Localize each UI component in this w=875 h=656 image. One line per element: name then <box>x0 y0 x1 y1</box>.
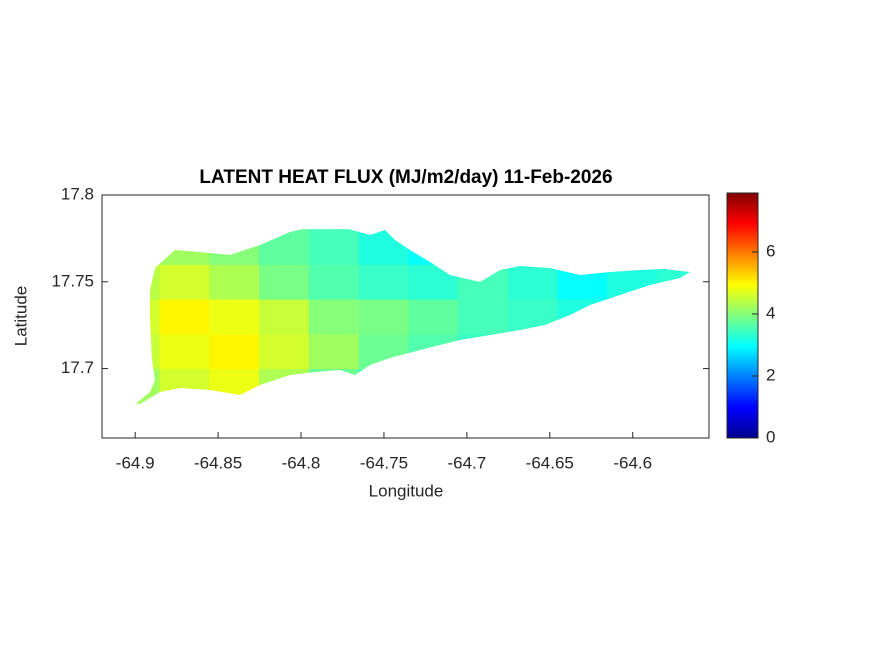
heat-cell <box>308 368 360 404</box>
heat-cell <box>159 298 211 335</box>
colorbar-tick-label: 4 <box>766 303 775 322</box>
x-axis-label: Longitude <box>369 481 444 500</box>
y-axis-label: Latitude <box>11 286 30 347</box>
chart-title: LATENT HEAT FLUX (MJ/m2/day) 11-Feb-2026 <box>199 167 612 188</box>
heat-cell <box>607 229 659 265</box>
heat-cell <box>408 298 460 335</box>
heat-cell <box>507 333 559 370</box>
heat-cell <box>657 298 690 335</box>
heat-cell <box>507 368 559 404</box>
heat-cell <box>657 263 690 300</box>
heat-cell <box>557 333 609 370</box>
heat-cell <box>507 229 559 265</box>
y-tick-label: 17.7 <box>61 358 94 377</box>
heat-cell <box>159 368 211 404</box>
heat-cell <box>458 368 509 404</box>
heat-cell <box>259 333 310 370</box>
heat-cell <box>209 333 261 370</box>
heat-cell <box>408 333 460 370</box>
x-tick-label: -64.8 <box>282 453 321 472</box>
heat-cell <box>458 298 509 335</box>
heat-cell <box>133 333 161 370</box>
colorbar-tick-label: 6 <box>766 241 775 260</box>
heat-cell <box>259 368 310 404</box>
heat-cell <box>607 298 659 335</box>
x-tick-label: -64.75 <box>360 453 408 472</box>
heat-cell <box>358 229 410 265</box>
heat-cell <box>358 333 410 370</box>
heat-cell <box>133 298 161 335</box>
heat-cell <box>259 298 310 335</box>
heat-cell <box>308 333 360 370</box>
axes-box <box>101 194 710 439</box>
heat-cell <box>259 229 310 265</box>
heat-cell <box>159 229 211 265</box>
heat-cell <box>557 298 609 335</box>
heat-cell <box>408 229 460 265</box>
heat-cell <box>358 263 410 300</box>
heat-cell <box>259 263 310 300</box>
heat-cell <box>458 333 509 370</box>
heat-cell <box>308 263 360 300</box>
heat-cell <box>657 229 690 265</box>
heat-cell <box>159 263 211 300</box>
y-tick-label: 17.75 <box>51 271 94 290</box>
heat-cell <box>557 229 609 265</box>
heat-cell <box>209 229 261 265</box>
heat-cell <box>607 368 659 404</box>
heat-cell <box>358 298 410 335</box>
y-tick-label: 17.8 <box>61 184 94 203</box>
x-tick-label: -64.9 <box>116 453 155 472</box>
heat-cell <box>209 368 261 404</box>
heat-cell <box>557 263 609 300</box>
heat-cell <box>133 229 161 265</box>
heat-cell <box>507 298 559 335</box>
heat-cell <box>657 368 690 404</box>
heat-cell <box>358 368 410 404</box>
heat-cell <box>408 263 460 300</box>
x-tick-label: -64.6 <box>613 453 652 472</box>
x-tick-label: -64.7 <box>447 453 486 472</box>
heat-cell <box>657 333 690 370</box>
heat-cell <box>507 263 559 300</box>
heat-cell <box>308 229 360 265</box>
heat-cell <box>408 368 460 404</box>
colorbar-tick-label: 2 <box>766 365 775 384</box>
heat-cell <box>133 368 161 404</box>
colorbar-tick-label: 0 <box>766 427 775 446</box>
heat-cell <box>458 229 509 265</box>
heat-cell <box>159 333 211 370</box>
heat-cell <box>308 298 360 335</box>
x-tick-label: -64.65 <box>526 453 574 472</box>
heat-cell <box>458 263 509 300</box>
heat-cell <box>209 263 261 300</box>
heat-cell <box>557 368 609 404</box>
colorbar <box>726 192 759 439</box>
heat-cell <box>607 263 659 300</box>
heat-cell <box>607 333 659 370</box>
heat-cell <box>133 263 161 300</box>
heat-cell <box>209 298 261 335</box>
x-tick-label: -64.85 <box>194 453 242 472</box>
heatmap <box>133 229 690 404</box>
